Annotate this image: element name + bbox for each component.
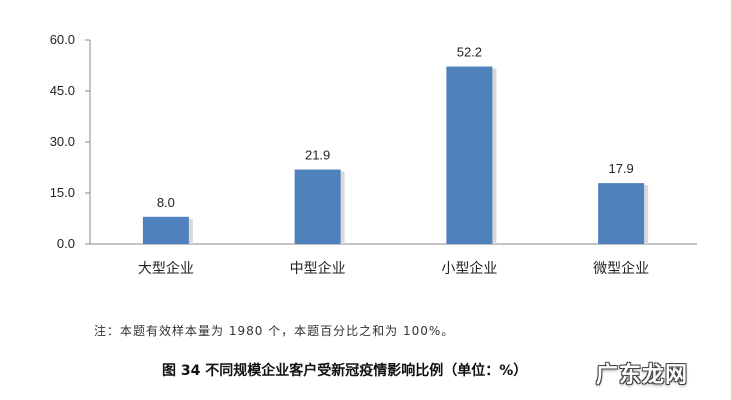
data-label-4: 17.9 <box>608 161 633 176</box>
bar-4 <box>598 183 645 244</box>
data-labels: 8.0 21.9 52.2 17.9 <box>157 45 634 210</box>
y-tick-label: 15.0 <box>50 185 75 200</box>
bar-chart: 0.0 15.0 30.0 45.0 60.0 大型企业 中型企业 小型企业 微型企业 8.0… <box>50 32 697 277</box>
y-tick-label: 0.0 <box>57 236 75 251</box>
x-category-label-3: 小型企业 <box>441 260 497 277</box>
data-label-2: 21.9 <box>305 148 330 163</box>
bars <box>142 66 649 245</box>
y-tick-label: 45.0 <box>50 83 75 98</box>
watermark-logo: 广东龙网 <box>596 363 689 388</box>
bar-3 <box>446 66 493 245</box>
x-category-label-4: 微型企业 <box>593 260 649 277</box>
data-label-1: 8.0 <box>157 195 175 210</box>
x-category-label-1: 大型企业 <box>138 260 194 277</box>
y-tick-label: 30.0 <box>50 134 75 149</box>
bar-1 <box>142 216 189 244</box>
bar-2 <box>294 169 341 244</box>
sample-note: 注：本题有效样本量为 1980 个，本题百分比之和为 100%。 <box>94 324 455 338</box>
figure-caption: 图 34 不同规模企业客户受新冠疫情影响比例（单位：%） <box>162 363 528 379</box>
x-category-label-2: 中型企业 <box>290 260 346 277</box>
y-axis: 0.0 15.0 30.0 45.0 60.0 <box>50 32 91 251</box>
x-axis: 大型企业 中型企业 小型企业 微型企业 <box>90 243 697 277</box>
data-label-3: 52.2 <box>457 45 482 60</box>
y-tick-label: 60.0 <box>50 32 75 47</box>
